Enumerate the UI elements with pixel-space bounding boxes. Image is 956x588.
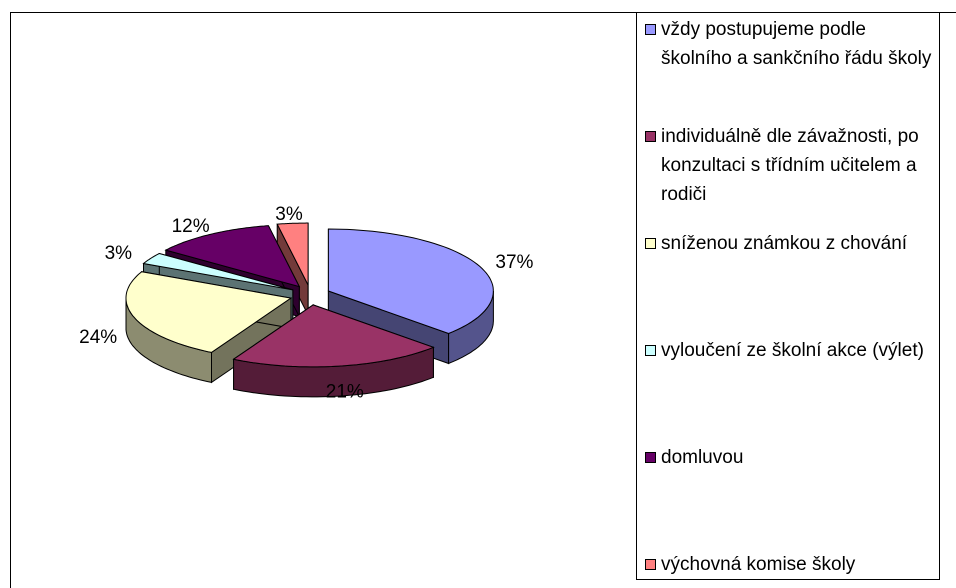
data-label: 24% [79,327,117,348]
slice-top [142,252,293,291]
slice-top [125,271,293,353]
legend-label: sníženou známkou z chování [661,233,908,254]
legend-swatch [645,238,656,249]
data-label: 21% [326,382,364,403]
legend-swatch [645,24,656,35]
legend-swatch [645,131,656,142]
legend-entry: vyloučení ze školní akce (výlet) [643,336,935,365]
legend-label: výchovná komise školy [661,554,856,575]
legend-label: vyloučení ze školní akce (výlet) [661,340,924,361]
legend-label: domluvou [661,447,744,468]
chart-frame [10,12,956,588]
legend-entry: výchovná komise školy [643,550,935,579]
legend: vždy postupujeme podle školního a sankčn… [636,12,940,580]
legend-entry: vždy postupujeme podle školního a sankčn… [643,15,935,73]
pie-slice [232,303,435,398]
legend-label: vždy postupujeme podle školního a sankčn… [661,19,932,69]
legend-swatch [645,452,656,463]
legend-label: individuálně dle závažnosti, po konzulta… [661,126,919,205]
data-label: 3% [105,243,133,264]
pie-slice [125,271,293,384]
slice-top [232,304,435,368]
slice-top [276,222,309,286]
legend-entry: individuálně dle závažnosti, po konzulta… [643,122,935,209]
pie-slice [276,222,309,316]
data-label: 37% [495,252,533,273]
slice-top [327,228,494,335]
data-label: 3% [275,204,303,225]
legend-entry: domluvou [643,443,935,472]
data-label: 12% [172,216,210,237]
legend-entry: sníženou známkou z chování [643,229,935,258]
legend-swatch [645,345,656,356]
legend-swatch [645,559,656,570]
slice-top [164,225,301,288]
